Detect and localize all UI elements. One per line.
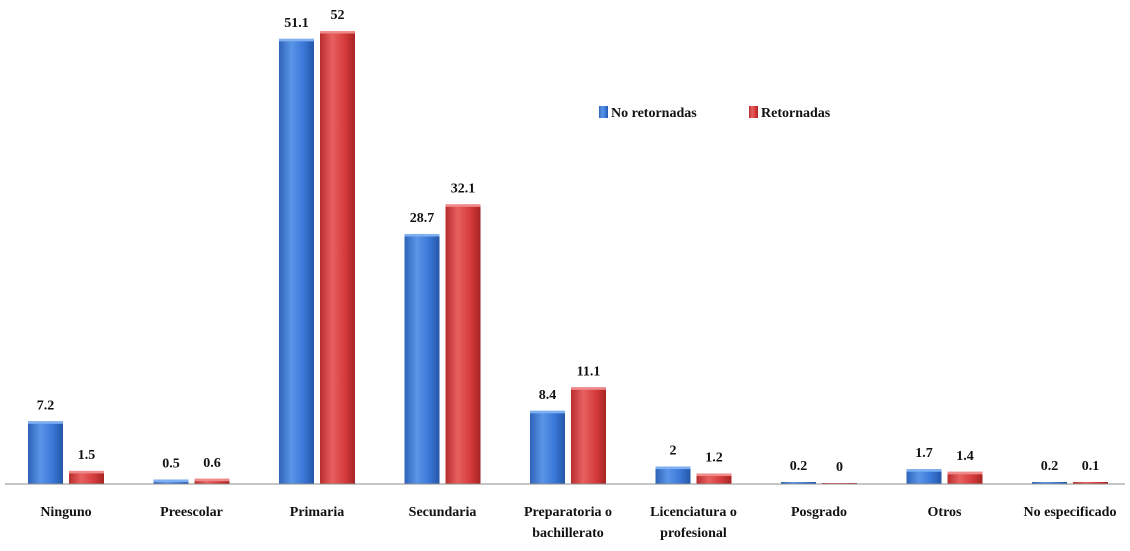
bar-cap-retornadas-4 [571, 387, 606, 390]
bar-cap-no-retornadas-3 [404, 233, 440, 237]
data-label-retornadas-2: 52 [331, 8, 345, 23]
bar-cap-retornadas-2 [320, 31, 355, 34]
legend-swatch-no-retornadas [599, 106, 608, 118]
x-tick-label-3: Secundaria [409, 505, 477, 520]
bar-cap-retornadas-0 [69, 470, 104, 474]
bar-no-retornadas-7 [906, 469, 942, 484]
bar-no-retornadas-5 [655, 466, 691, 484]
data-label-no-retornadas-5: 2 [670, 444, 677, 459]
x-tick-label-1: Preescolar [160, 505, 223, 520]
bar-no-retornadas-4 [530, 410, 565, 484]
bar-retornadas-8 [1073, 482, 1108, 484]
bar-retornadas-0 [69, 470, 104, 484]
x-tick-label-7: Otros [928, 505, 963, 520]
legend: No retornadas Retornadas [599, 106, 831, 121]
data-label-no-retornadas-1: 0.5 [162, 457, 180, 472]
data-label-no-retornadas-6: 0.2 [790, 459, 808, 474]
bar-cap-retornadas-1 [194, 478, 230, 482]
data-label-retornadas-8: 0.1 [1082, 459, 1100, 474]
bar-no-retornadas-0 [28, 421, 63, 484]
bar-cap-no-retornadas-4 [530, 410, 565, 414]
data-label-retornadas-4: 11.1 [577, 364, 601, 379]
data-label-no-retornadas-0: 7.2 [37, 398, 55, 413]
legend-label-retornadas: Retornadas [761, 106, 831, 121]
data-label-retornadas-6: 0 [836, 460, 843, 475]
legend-swatch-retornadas [749, 106, 758, 118]
data-label-retornadas-5: 1.2 [705, 451, 723, 466]
bar-cap-retornadas-7 [947, 471, 983, 475]
bar-retornadas-1 [194, 478, 230, 484]
bar-no-retornadas-8 [1032, 482, 1067, 484]
x-tick-label-2: Primaria [290, 505, 344, 520]
data-label-retornadas-7: 1.4 [956, 449, 974, 464]
data-label-retornadas-3: 32.1 [451, 181, 476, 196]
data-label-no-retornadas-3: 28.7 [410, 211, 435, 226]
x-tick-label-5: Licenciatura o profesional [650, 505, 737, 541]
bar-cap-no-retornadas-2 [279, 38, 314, 42]
x-tick-label-6: Posgrado [791, 505, 847, 520]
bar-no-retornadas-6 [781, 482, 816, 484]
bar-cap-no-retornadas-5 [655, 466, 691, 470]
bar-retornadas-7 [947, 471, 983, 484]
bar-cap-no-retornadas-0 [28, 421, 63, 424]
data-label-retornadas-1: 0.6 [203, 456, 221, 471]
bar-retornadas-4 [571, 387, 606, 484]
data-label-retornadas-0: 1.5 [78, 448, 96, 463]
bar-no-retornadas-2 [279, 38, 314, 484]
data-label-no-retornadas-8: 0.2 [1041, 459, 1059, 474]
x-tick-label-8: No especificado [1024, 505, 1117, 520]
bar-cap-no-retornadas-1 [153, 479, 189, 483]
bar-retornadas-5 [696, 473, 732, 484]
legend-label-no-retornadas: No retornadas [611, 106, 697, 121]
bar-retornadas-3 [445, 204, 481, 484]
bar-cap-retornadas-5 [696, 473, 732, 477]
x-tick-label-0: Ninguno [40, 505, 91, 520]
data-label-no-retornadas-7: 1.7 [915, 446, 933, 461]
bar-no-retornadas-3 [404, 233, 440, 484]
data-label-no-retornadas-4: 8.4 [539, 388, 557, 403]
data-label-no-retornadas-2: 51.1 [284, 16, 309, 31]
x-tick-label-4: Preparatoria o bachillerato [524, 505, 612, 541]
bar-retornadas-2 [320, 31, 355, 484]
bar-cap-no-retornadas-7 [906, 469, 942, 472]
bar-cap-retornadas-3 [445, 204, 481, 207]
